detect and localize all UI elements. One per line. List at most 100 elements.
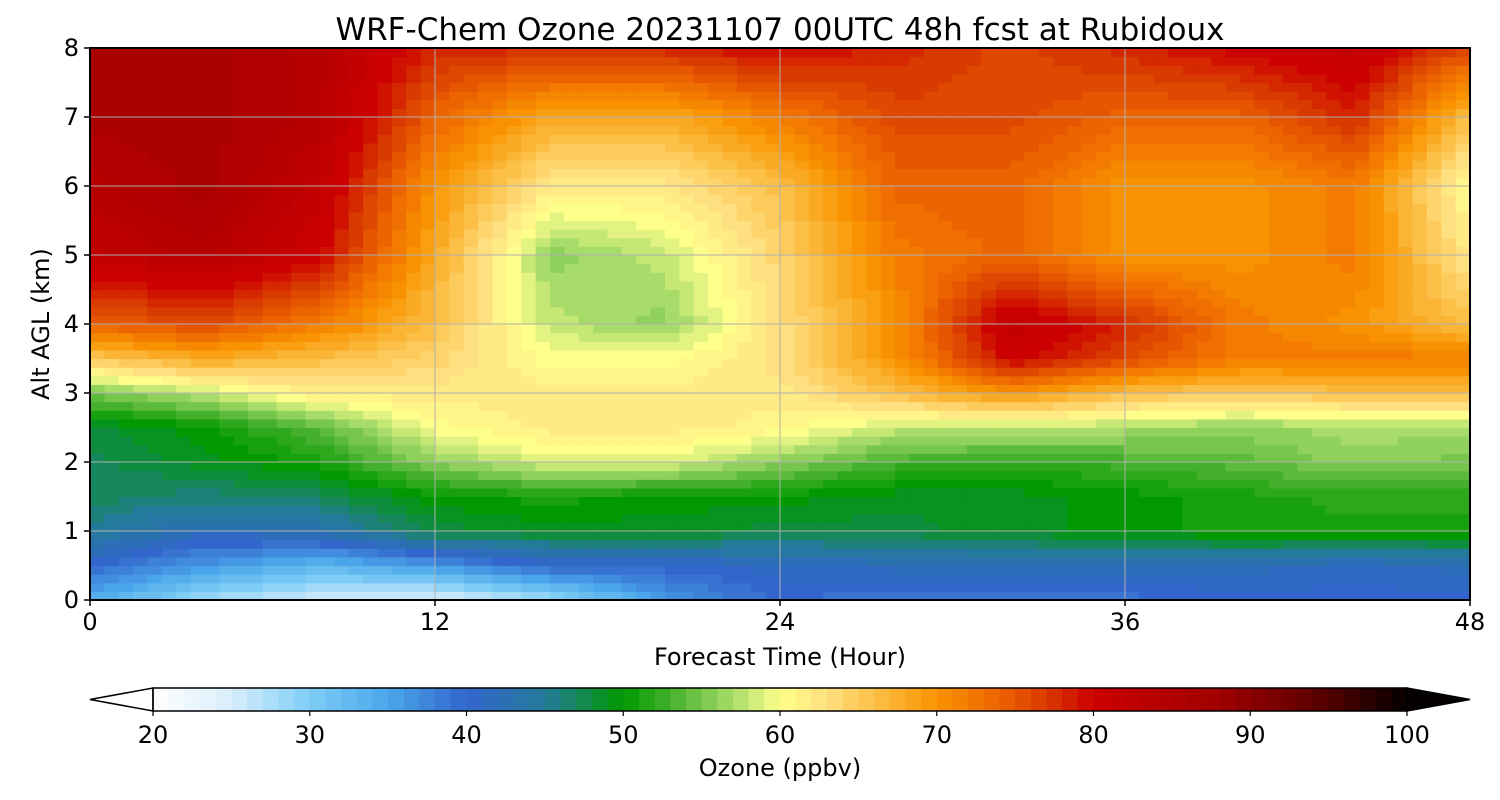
heatmap-cell [564,393,580,403]
heatmap-cell [276,531,292,541]
heatmap-cell [1355,393,1370,403]
heatmap-cell [1225,410,1241,420]
heatmap-cell [291,496,307,506]
heatmap-cell [1340,505,1356,515]
heatmap-cell [463,186,479,196]
heatmap-cell [1355,444,1370,454]
heatmap-cell [808,513,824,523]
heatmap-cell [1283,565,1299,575]
heatmap-cell [176,177,192,187]
heatmap-cell [521,375,537,385]
heatmap-cell [262,410,278,420]
heatmap-cell [1024,393,1040,403]
heatmap-cell [995,332,1011,342]
heatmap-cell [837,186,853,196]
heatmap-cell [1455,410,1471,420]
heatmap-cell [981,186,997,196]
heatmap-cell [219,220,235,230]
heatmap-cell [880,272,896,282]
heatmap-cell [995,289,1011,299]
heatmap-cell [1311,427,1327,437]
heatmap-cell [808,229,824,239]
heatmap-cell [377,306,393,316]
heatmap-cell [665,324,680,334]
heatmap-cell [406,151,422,161]
heatmap-cell [1412,470,1428,480]
heatmap-cell [521,487,537,498]
heatmap-cell [1211,255,1227,265]
heatmap-cell [176,531,192,541]
heatmap-cell [564,539,580,549]
heatmap-cell [1441,151,1457,161]
heatmap-cell [837,531,853,541]
heatmap-cell [636,186,652,196]
heatmap-cell [1096,531,1112,541]
heatmap-cell [981,582,997,592]
heatmap-cell [305,453,321,463]
heatmap-cell [248,229,264,239]
heatmap-cell [219,246,235,256]
heatmap-cell [1455,444,1471,454]
heatmap-cell [895,315,910,325]
heatmap-cell [535,462,551,472]
heatmap-cell [1182,427,1198,437]
heatmap-cell [1125,177,1140,187]
heatmap-cell [133,237,149,247]
heatmap-cell [909,298,925,308]
heatmap-cell [1024,289,1040,299]
heatmap-cell [866,556,882,567]
heatmap-cell [794,574,810,584]
heatmap-cell [1412,496,1428,506]
heatmap-cell [1240,539,1255,549]
heatmap-cell [550,151,565,161]
heatmap-cell [90,151,105,161]
heatmap-cell [650,410,666,420]
heatmap-cell [391,539,407,549]
heatmap-cell [851,591,867,601]
heatmap-cell [334,324,350,334]
heatmap-cell [1125,401,1140,411]
heatmap-cell [406,280,422,291]
heatmap-cell [521,496,537,506]
heatmap-cell [866,280,882,291]
heatmap-cell [133,194,149,204]
heatmap-cell [1196,453,1212,463]
heatmap-cell [1311,246,1327,256]
heatmap-cell [1311,487,1327,498]
heatmap-cell [923,160,939,170]
heatmap-cell [966,505,982,515]
heatmap-cell [1283,229,1299,239]
heatmap-cell [449,211,465,222]
heatmap-cell [1383,306,1399,316]
heatmap-cell [1254,229,1270,239]
heatmap-cell [449,298,465,308]
heatmap-cell [564,513,580,523]
heatmap-cell [449,410,465,420]
heatmap-cell [909,272,925,282]
heatmap-cell [823,203,839,213]
heatmap-cell [938,505,954,515]
heatmap-cell [276,298,292,308]
heatmap-cell [248,203,264,213]
heatmap-cell [1398,280,1414,291]
heatmap-cell [1268,565,1284,575]
heatmap-cell [1125,367,1140,377]
heatmap-cell [262,151,278,161]
heatmap-cell [780,272,795,282]
heatmap-cell [133,289,149,299]
heatmap-cell [794,194,810,204]
heatmap-cell [1383,582,1399,592]
heatmap-cell [851,487,867,498]
heatmap-cell [665,211,680,222]
heatmap-cell [808,315,824,325]
heatmap-cell [621,548,637,558]
heatmap-cell [1182,401,1198,411]
heatmap-cell [1211,168,1227,178]
heatmap-cell [1283,436,1299,446]
heatmap-cell [276,591,292,601]
heatmap-cell [276,539,292,549]
heatmap-cell [593,151,609,161]
heatmap-cell [276,384,292,394]
heatmap-cell [1024,151,1040,161]
heatmap-cell [233,151,249,161]
